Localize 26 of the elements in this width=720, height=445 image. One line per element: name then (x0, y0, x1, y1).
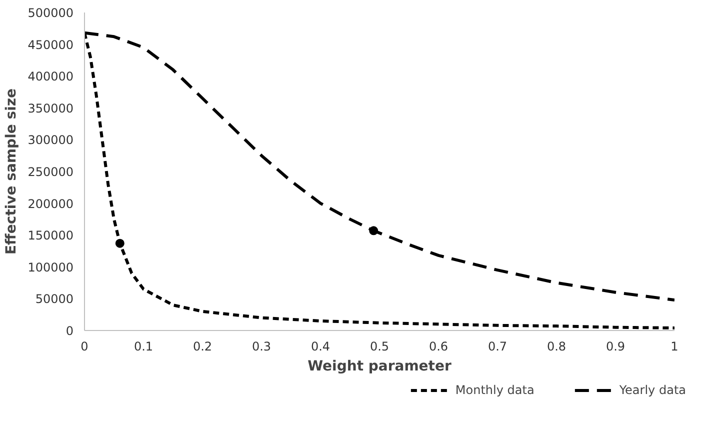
y-tick-label: 50000 (35, 292, 74, 306)
x-tick-label: 0 (80, 340, 88, 354)
x-tick-label: 0.5 (370, 340, 390, 354)
y-tick-label: 100000 (28, 260, 74, 274)
y-tick-label: 200000 (28, 196, 74, 211)
x-tick-label: 0.3 (252, 340, 272, 354)
y-axis-title: Effective sample size (4, 88, 20, 255)
y-tick-label: 250000 (28, 165, 74, 179)
x-tick-label: 0.6 (428, 340, 448, 354)
y-tick-label: 300000 (28, 133, 74, 148)
y-tick-label: 400000 (28, 70, 74, 84)
legend-label: Yearly data (619, 383, 686, 397)
x-tick-label: 0.9 (606, 340, 626, 354)
x-axis-title: Weight parameter (308, 358, 452, 374)
x-tick-label: 0.7 (488, 340, 508, 354)
x-tick-label: 0.1 (134, 340, 154, 354)
y-tick-label: 350000 (28, 101, 74, 116)
x-tick-label: 0.4 (310, 340, 330, 354)
x-tick-label: 1 (670, 340, 678, 354)
x-tick-label: 0.8 (546, 340, 566, 354)
y-tick-label: 150000 (28, 228, 74, 243)
y-tick-label: 500000 (28, 6, 74, 20)
y-tick-label: 0 (66, 324, 74, 338)
legend-label: Monthly data (455, 383, 534, 397)
x-tick-label: 0.2 (192, 340, 212, 354)
y-tick-label: 450000 (28, 38, 74, 52)
